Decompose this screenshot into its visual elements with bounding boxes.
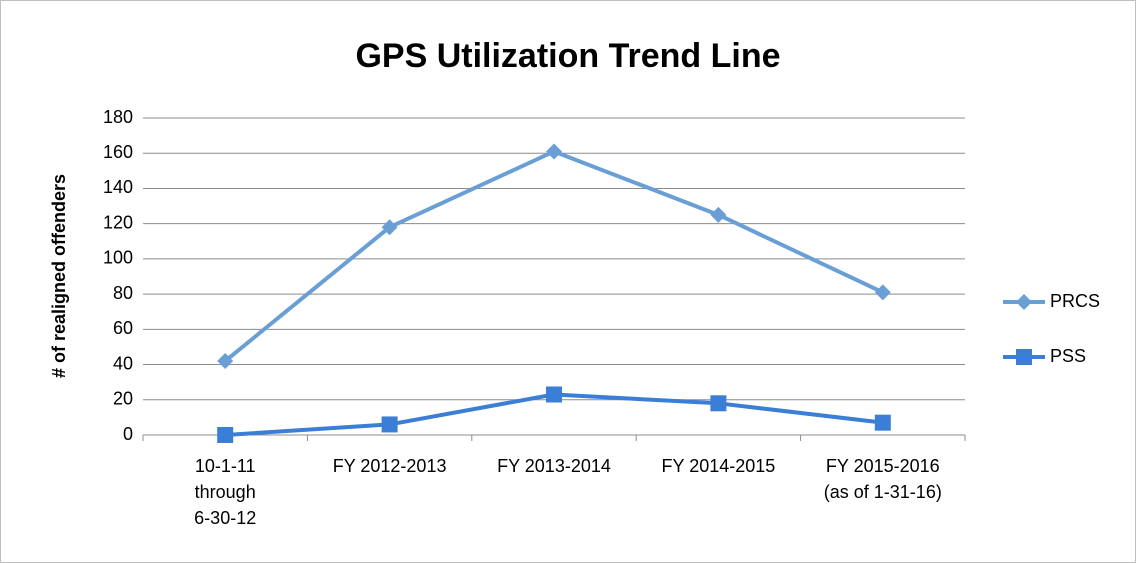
point	[710, 206, 727, 223]
point	[381, 219, 398, 236]
y-tick-label: 40	[113, 353, 133, 373]
y-tick-label: 60	[113, 318, 133, 338]
legend-label: PSS	[1050, 346, 1086, 366]
point	[546, 143, 562, 160]
y-tick-label: 80	[113, 283, 133, 303]
x-tick-label: 10-1-11 through 6-30-12	[194, 456, 256, 528]
point	[874, 284, 891, 301]
point	[217, 427, 234, 443]
y-tick-label: 100	[103, 248, 133, 268]
y-tick-label: 20	[113, 389, 133, 409]
y-tick-label: 0	[123, 424, 133, 444]
y-tick-label: 160	[103, 142, 133, 162]
point	[710, 395, 727, 412]
x-tick-label: FY 2013-2014	[497, 456, 611, 476]
chart-title: GPS Utilization Trend Line	[355, 37, 780, 75]
x-tick-label: FY 2014-2015	[662, 456, 776, 476]
point	[874, 414, 891, 431]
y-tick-label: 180	[103, 107, 133, 127]
point	[381, 416, 398, 433]
x-tick-label: FY 2015-2016 (as of 1-31-16)	[824, 456, 942, 502]
point	[1016, 294, 1032, 310]
point	[217, 353, 234, 370]
y-tick-label: 140	[103, 177, 133, 197]
x-tick-label: FY 2012-2013	[333, 456, 447, 476]
point	[1016, 349, 1032, 365]
point	[546, 386, 562, 403]
legend-label: PRCS	[1050, 291, 1100, 311]
y-tick-label: 120	[103, 212, 133, 232]
y-axis-label: # of realigned offenders	[49, 174, 69, 378]
